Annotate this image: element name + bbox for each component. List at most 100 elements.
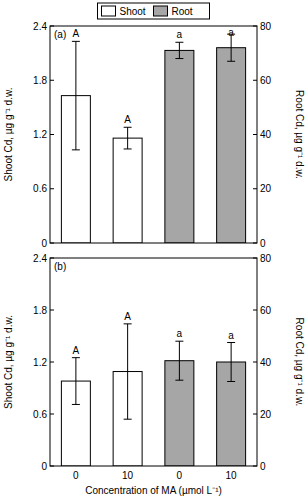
legend-label: Root — [172, 6, 193, 17]
y-axis-label: Shoot Cd, µg g⁻¹ d.w. — [3, 88, 14, 182]
x-tick-label: 10 — [122, 470, 134, 481]
error-line — [179, 341, 180, 380]
error-bar — [227, 34, 235, 61]
y-tick — [50, 258, 54, 259]
y2-tick — [253, 466, 257, 467]
marks — [61, 324, 245, 466]
panel-label: (b) — [54, 261, 66, 272]
error-line — [231, 34, 232, 61]
significance-letter: a — [228, 27, 234, 38]
error-cap — [72, 357, 80, 358]
x-axis-label: Concentration of MA (µmol L⁻¹) — [85, 485, 222, 496]
x-tick-label: 0 — [177, 470, 183, 481]
legend-swatch — [102, 6, 116, 16]
error-bar — [124, 324, 132, 419]
error-cap — [124, 323, 132, 324]
marks — [61, 34, 245, 243]
y2-axis-label: Root Cd, µg g⁻¹ d.w. — [294, 318, 305, 407]
y2-tick-label: 60 — [260, 75, 272, 86]
y-tick — [50, 80, 54, 81]
panel: AAaa00.61.21.82.4020406080Shoot Cd, µg g… — [3, 21, 305, 249]
y2-tick-label: 20 — [260, 183, 272, 194]
error-line — [75, 41, 76, 150]
y2-tick-label: 80 — [260, 21, 272, 32]
error-cap — [124, 148, 132, 149]
y-tick-label: 2.4 — [33, 253, 47, 264]
x-tick-label: 0 — [73, 470, 79, 481]
y2-tick — [253, 134, 257, 135]
error-line — [127, 127, 128, 149]
y2-tick — [253, 414, 257, 415]
y2-tick-label: 80 — [260, 253, 272, 264]
error-bar — [72, 358, 80, 405]
error-bar — [227, 343, 235, 382]
y2-tick — [253, 310, 257, 311]
y-tick-label: 1.8 — [33, 75, 47, 86]
error-bar — [72, 41, 80, 150]
y-tick-label: 2.4 — [33, 21, 47, 32]
y-tick-label: 1.8 — [33, 305, 47, 316]
error-line — [231, 343, 232, 382]
significance-letter: a — [228, 330, 234, 341]
y-tick — [50, 188, 54, 189]
y2-tick — [253, 362, 257, 363]
significance-letter: A — [73, 28, 80, 39]
legend-label: Shoot — [120, 6, 146, 17]
error-cap — [124, 127, 132, 128]
error-cap — [124, 419, 132, 420]
y2-tick-label: 60 — [260, 305, 272, 316]
error-cap — [227, 61, 235, 62]
y2-axis-label: Root Cd, µg g⁻¹ d.w. — [294, 90, 305, 179]
y2-tick — [253, 188, 257, 189]
y-tick — [50, 310, 54, 311]
y2-tick-label: 40 — [260, 129, 272, 140]
y-tick — [50, 134, 54, 135]
plot-frame — [50, 26, 257, 243]
error-bar — [175, 42, 183, 58]
y2-tick — [253, 80, 257, 81]
significance-letter: A — [124, 114, 131, 125]
legend-swatch — [154, 6, 168, 16]
error-cap — [175, 42, 183, 43]
y-tick — [50, 362, 54, 363]
significance-letter: a — [177, 29, 183, 40]
y2-tick-label: 20 — [260, 409, 272, 420]
bar — [217, 48, 246, 243]
significance-letter: A — [73, 345, 80, 356]
error-cap — [72, 404, 80, 405]
y-tick-label: 0.6 — [33, 183, 47, 194]
y2-tick — [253, 243, 257, 244]
error-cap — [175, 58, 183, 59]
background — [0, 0, 305, 500]
error-cap — [72, 41, 80, 42]
error-cap — [72, 149, 80, 150]
significance-letter: a — [177, 328, 183, 339]
error-cap — [175, 380, 183, 381]
y-tick — [50, 466, 54, 467]
legend: Shoot Root — [98, 3, 210, 19]
y2-tick — [253, 26, 257, 27]
error-cap — [227, 342, 235, 343]
panel: AAaa00.61.21.82.4020406080010010Shoot Cd… — [3, 253, 305, 497]
y2-tick — [253, 258, 257, 259]
figure: A Aa a 0 0.6 1.2 1.8 2.4 0 20 40 60 80 Shoot Cd, µg g… — [0, 0, 305, 500]
error-line — [179, 42, 180, 58]
error-bar — [175, 341, 183, 380]
bar — [113, 138, 142, 243]
error-line — [127, 324, 128, 419]
error-bar — [124, 127, 132, 149]
bar — [165, 50, 194, 243]
error-cap — [227, 381, 235, 382]
plot-frame — [50, 258, 257, 466]
y-tick-label: 0.6 — [33, 409, 47, 420]
y-tick — [50, 414, 54, 415]
y-tick — [50, 26, 54, 27]
y-axis-label: Shoot Cd, µg g⁻¹ d.w. — [3, 315, 14, 409]
y2-tick-label: 0 — [260, 461, 266, 472]
y-tick — [50, 243, 54, 244]
error-cap — [175, 341, 183, 342]
y2-tick-label: 0 — [260, 238, 266, 249]
y-tick-label: 0 — [41, 461, 47, 472]
y-tick-label: 1.2 — [33, 129, 47, 140]
significance-letter: A — [124, 311, 131, 322]
